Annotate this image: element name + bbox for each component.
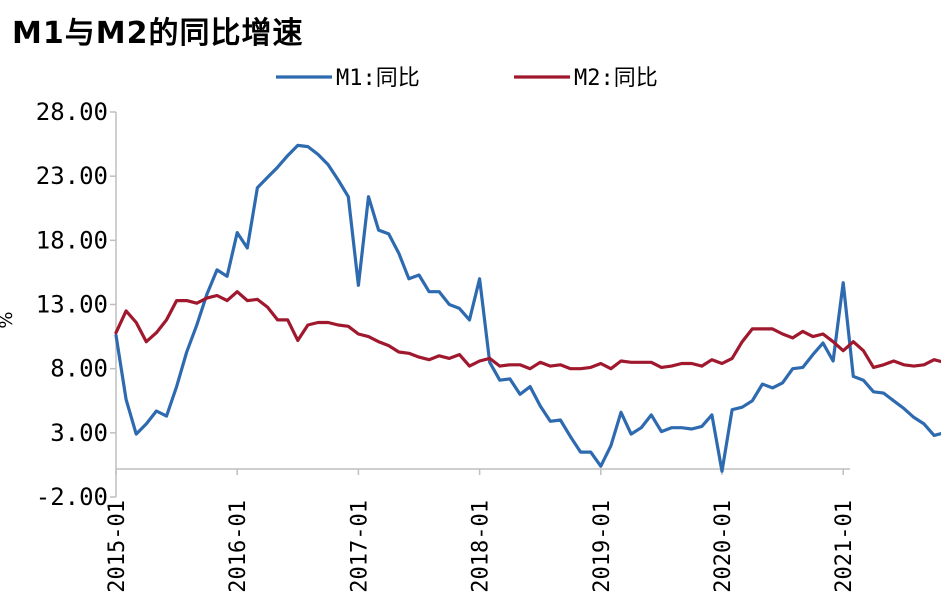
y-tick-label: 23.00: [36, 162, 108, 190]
axes: 28.00 23.00 18.00 13.00 8.00 3.00 -2.00% 2015-0…: [0, 98, 857, 593]
y-tick-label: -2.00: [36, 483, 108, 511]
x-tick-label: 2020-01: [711, 500, 736, 593]
x-tick-label: 2021-01: [832, 500, 857, 593]
x-tick-label: 2019-01: [590, 500, 615, 593]
y-axis-label: %: [0, 311, 17, 328]
series-line-m1: [114, 143, 941, 473]
chart-title: M1与M2的同比增速: [12, 16, 304, 51]
legend-label-m2: M2:同比: [574, 66, 658, 91]
x-tick-label: 2017-01: [347, 500, 372, 593]
y-tick-label: 28.00: [36, 98, 108, 126]
y-tick-label: 18.00: [36, 226, 108, 254]
y-tick-label: 13.00: [36, 291, 108, 319]
series-layer: [114, 143, 941, 473]
series-line-m2: [114, 290, 941, 371]
x-tick-label: 2016-01: [226, 500, 251, 593]
y-tick-label: 3.00: [50, 419, 108, 447]
x-tick-label: 2015-01: [105, 500, 130, 593]
x-tick-label: 2018-01: [469, 500, 494, 593]
legend: M1:同比 M2:同比: [276, 66, 658, 91]
legend-label-m1: M1:同比: [336, 66, 420, 91]
y-tick-label: 8.00: [50, 355, 108, 383]
